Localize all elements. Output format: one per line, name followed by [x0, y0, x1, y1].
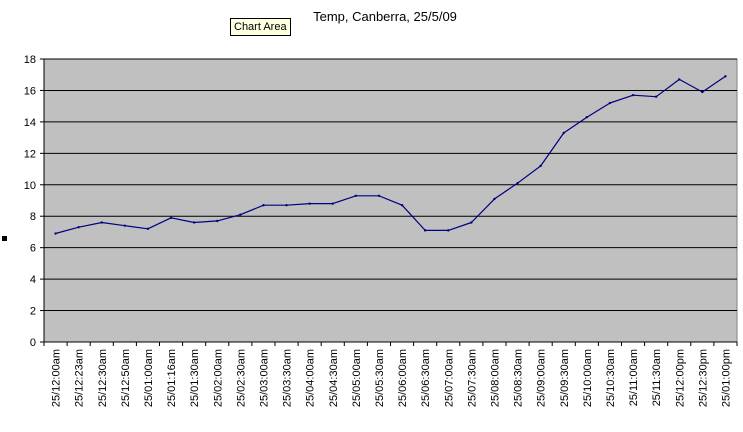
data-point — [678, 78, 681, 81]
x-tick-label: 25/07:30am — [466, 349, 478, 407]
y-tick-label: 16 — [24, 85, 36, 97]
y-tick-label: 2 — [30, 306, 36, 318]
y-tick-label: 18 — [24, 54, 36, 66]
data-point — [447, 229, 450, 232]
x-tick-label: 25/07:00am — [443, 349, 455, 407]
x-tick-label: 25/01:00pm — [720, 349, 732, 407]
data-point — [216, 219, 219, 223]
x-tick-label: 25/01:16am — [166, 349, 178, 407]
data-point — [400, 204, 404, 207]
x-tick-label: 25/11:30am — [651, 349, 663, 406]
data-point — [169, 216, 173, 219]
x-tick-label: 25/09:00am — [536, 349, 548, 407]
x-tick-label: 25/02:00am — [212, 349, 224, 407]
x-tick-label: 25/06:00am — [397, 349, 409, 407]
x-tick-label: 25/08:00am — [489, 349, 501, 407]
x-tick-label: 25/03:30am — [282, 349, 294, 407]
data-point — [608, 101, 612, 105]
data-point — [654, 95, 658, 98]
x-tick-label: 25/12:00am — [51, 349, 63, 407]
data-point — [585, 115, 589, 119]
y-tick-label: 4 — [30, 274, 36, 286]
data-point — [285, 204, 288, 207]
data-point — [192, 221, 196, 224]
x-tick-label: 25/11:00am — [628, 349, 640, 406]
data-point — [516, 182, 519, 185]
data-point — [724, 75, 727, 78]
data-point — [262, 204, 265, 207]
data-point — [100, 221, 103, 224]
x-tick-labels: 25/12:00am 25/12:23am 25/12:30am 25/12:50am… — [51, 349, 733, 407]
data-point — [701, 90, 704, 94]
y-tick-label: 8 — [30, 211, 36, 223]
resize-handle[interactable] — [2, 236, 7, 241]
x-tick-label: 25/12:00pm — [674, 349, 686, 407]
data-point — [423, 229, 427, 232]
data-point — [377, 194, 381, 197]
x-tick-label: 25/04:30am — [328, 349, 340, 407]
x-tick-label: 25/12:23am — [74, 349, 86, 407]
data-point — [123, 224, 127, 227]
data-point — [562, 131, 565, 135]
data-point — [354, 194, 358, 197]
x-tick-label: 25/12:30am — [97, 349, 109, 407]
x-tick-label: 25/12:30pm — [697, 349, 709, 407]
y-tick-label: 12 — [24, 148, 36, 160]
y-tick-label: 14 — [24, 117, 36, 129]
x-tick-label: 25/02:30am — [235, 349, 247, 407]
x-tick-label: 25/01:00am — [143, 349, 155, 407]
x-tick-label: 25/08:30am — [513, 349, 525, 407]
y-tick-label: 6 — [30, 243, 36, 255]
data-point — [146, 227, 150, 230]
x-tick-label: 25/09:30am — [559, 349, 571, 407]
data-point — [539, 164, 542, 168]
x-tick-label: 25/12:50am — [120, 349, 132, 407]
chart-area-tooltip: Chart Area — [230, 18, 291, 36]
chart-title: Temp, Canberra, 25/5/09 — [313, 9, 457, 24]
data-point — [54, 232, 57, 235]
data-point — [331, 202, 334, 205]
x-tick-label: 25/10:00am — [582, 349, 594, 407]
x-tick-label: 25/05:00am — [351, 349, 363, 407]
data-point — [239, 213, 242, 216]
y-tick-labels: 0 2 4 6 8 10 12 14 16 18 — [24, 54, 36, 349]
data-point — [77, 226, 80, 229]
x-tick-label: 25/06:30am — [420, 349, 432, 407]
data-point — [308, 202, 311, 205]
series-layer — [54, 75, 727, 235]
x-tick-label: 25/10:30am — [605, 349, 617, 407]
x-tick-label: 25/05:30am — [374, 349, 386, 407]
series-line-0 — [55, 75, 726, 235]
data-point — [493, 197, 496, 201]
x-tick-label: 25/01:30am — [189, 349, 201, 407]
x-tick-label: 25/03:00am — [258, 349, 270, 407]
data-point — [631, 93, 635, 97]
y-tick-label: 0 — [30, 337, 36, 349]
axes — [40, 58, 738, 346]
data-point — [470, 221, 473, 224]
y-tick-label: 10 — [24, 180, 36, 192]
x-tick-label: 25/04:00am — [305, 349, 317, 407]
